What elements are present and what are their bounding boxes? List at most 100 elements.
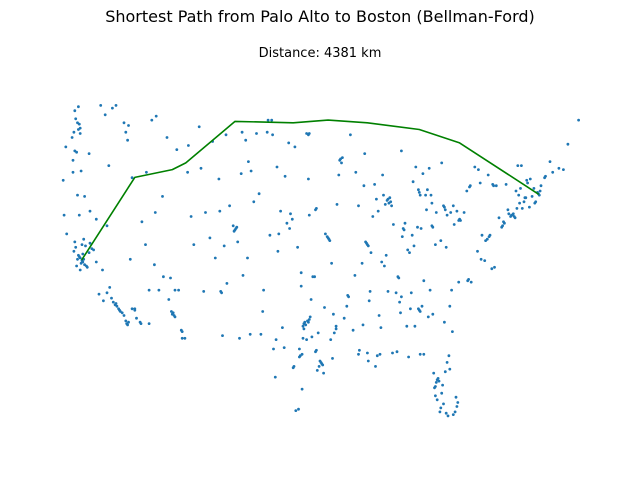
city-point [102, 299, 105, 303]
city-point [443, 208, 447, 212]
city-point [476, 249, 479, 253]
city-point [419, 227, 423, 230]
city-point [224, 133, 228, 137]
city-point [456, 401, 460, 404]
city-point [105, 291, 109, 295]
city-point [337, 173, 341, 177]
city-point [108, 286, 112, 289]
city-point [276, 249, 280, 253]
city-point [236, 240, 240, 244]
city-point [382, 193, 385, 197]
city-point [465, 189, 469, 193]
city-point [390, 204, 393, 208]
city-point [294, 409, 298, 412]
city-point [335, 203, 339, 206]
city-point [399, 311, 402, 315]
city-point [577, 118, 580, 122]
city-point [538, 189, 542, 193]
city-point [408, 251, 411, 255]
city-point [358, 348, 361, 352]
city-point [322, 371, 325, 375]
city-point [318, 359, 322, 363]
city-point [189, 215, 193, 218]
city-point [273, 375, 277, 379]
city-point [353, 274, 357, 277]
city-point [346, 294, 350, 297]
city-point [478, 181, 482, 185]
city-point [528, 205, 531, 209]
city-point [369, 251, 373, 255]
city-point [124, 130, 128, 134]
city-point [261, 310, 265, 313]
city-point [78, 132, 82, 135]
city-point [387, 201, 391, 205]
city-point [374, 365, 377, 368]
city-point [61, 178, 65, 182]
city-point [413, 324, 417, 328]
city-point [304, 323, 308, 327]
city-point [398, 300, 401, 304]
city-point [324, 232, 327, 236]
city-point [331, 357, 334, 360]
city-point [451, 413, 455, 416]
city-point [307, 133, 310, 137]
city-point [305, 338, 308, 341]
city-point [351, 328, 355, 332]
city-point [315, 369, 319, 372]
city-point [82, 237, 86, 241]
city-point [418, 352, 422, 356]
city-point [375, 354, 379, 358]
city-point [406, 248, 410, 252]
city-point [391, 351, 394, 355]
city-point [177, 288, 181, 292]
city-point [445, 361, 449, 364]
city-point [127, 124, 130, 127]
city-point [315, 348, 318, 352]
city-point [511, 212, 515, 216]
city-point [383, 264, 386, 268]
city-point [73, 240, 77, 244]
city-point [407, 355, 410, 359]
city-point [400, 149, 403, 153]
city-point [165, 136, 169, 139]
city-point [73, 109, 77, 113]
city-point [299, 284, 303, 288]
city-point [225, 282, 229, 285]
city-point [364, 240, 367, 244]
city-point [213, 256, 217, 260]
city-point [384, 253, 388, 257]
city-point [147, 322, 151, 325]
city-point [122, 121, 126, 125]
city-point [77, 105, 80, 109]
city-point [161, 195, 164, 198]
city-point [272, 347, 275, 351]
city-point [517, 193, 521, 197]
city-point [440, 391, 444, 395]
city-point [431, 312, 435, 316]
city-point [429, 193, 433, 197]
city-point [368, 290, 372, 293]
city-point [452, 223, 456, 226]
city-point [94, 260, 98, 264]
city-point [186, 170, 190, 174]
city-point [551, 170, 555, 174]
city-point [114, 302, 118, 305]
city-point [363, 152, 367, 156]
shortest-path-line [80, 119, 540, 261]
city-point [530, 195, 534, 198]
city-point [435, 398, 439, 402]
city-point [325, 235, 329, 239]
city-point [539, 184, 543, 188]
city-point [434, 243, 437, 247]
city-point [88, 209, 92, 213]
city-point [147, 288, 151, 292]
city-point [222, 244, 226, 248]
city-point [397, 276, 401, 280]
city-point [257, 192, 261, 196]
city-point [270, 118, 274, 122]
city-point [167, 298, 171, 301]
city-point [444, 245, 448, 249]
city-point [101, 268, 104, 272]
city-point [416, 225, 419, 229]
city-point [180, 336, 184, 340]
